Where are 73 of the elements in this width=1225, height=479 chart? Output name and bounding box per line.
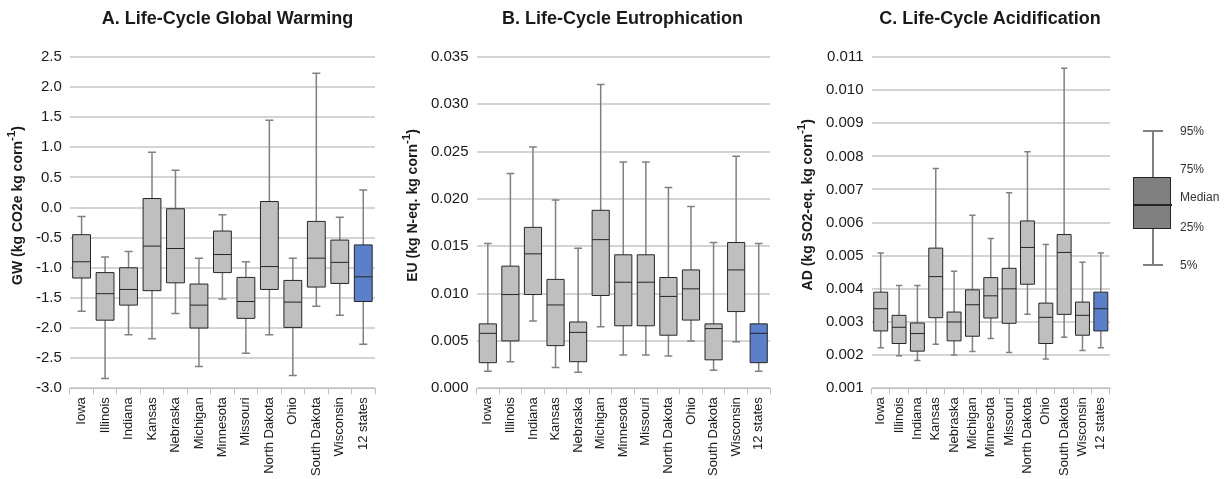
x-tick-label: Kansas (547, 396, 563, 441)
x-tick-label: Ohio (682, 397, 698, 425)
x-tick-label: Ohio (1037, 397, 1053, 425)
y-tick-label: -0.5 (35, 227, 62, 245)
x-tick-label: Nebraska (167, 396, 183, 453)
x-tick-label: Indiana (524, 396, 540, 440)
x-tick-label: 12 states (354, 396, 370, 450)
y-tick-label: 0.009 (825, 113, 864, 131)
x-tick-label: Kansas (143, 396, 159, 441)
x-tick-label: North Dakota (1019, 396, 1035, 474)
y-tick-label: 0.000 (430, 378, 469, 396)
y-tick-label: 2.5 (40, 47, 62, 65)
y-tick-label: 0.025 (430, 141, 469, 159)
y-tick-label: 0.005 (430, 331, 469, 349)
x-tick-label: Illinois (96, 396, 112, 434)
y-tick-label: -2.0 (35, 318, 62, 336)
x-tick-label: Minnesota (614, 396, 630, 458)
x-tick-label: Missouri (1000, 397, 1016, 446)
x-tick-label: 12 states (1092, 396, 1108, 450)
x-tick-label: Indiana (120, 396, 136, 440)
x-tick-label: Indiana (908, 396, 924, 440)
y-tick-label: 0.005 (825, 245, 864, 263)
y-tick-label: 0.001 (825, 378, 864, 396)
y-tick-label: -3.0 (35, 378, 62, 396)
chart-title: C. Life-Cycle Acidification (878, 8, 1102, 29)
y-tick-label: 0.011 (827, 47, 864, 65)
y-tick-label: 1.0 (40, 137, 62, 155)
y-tick-label: -1.5 (35, 288, 62, 306)
y-tick-label: 0.002 (825, 345, 864, 363)
x-tick-label: Iowa (73, 396, 89, 425)
x-tick-label: Wisconsin (1074, 397, 1090, 457)
y-tick-label: 0.004 (825, 279, 864, 296)
chart-title: B. Life-Cycle Eutrophication (501, 8, 744, 29)
x-tick-label: North Dakota (659, 396, 675, 474)
x-tick-label: Minnesota (982, 396, 998, 458)
x-tick-label: Kansas (927, 396, 943, 441)
x-tick-label: Iowa (479, 396, 495, 425)
x-tick-label: 12 states (750, 396, 766, 450)
x-tick-label: Wisconsin (727, 397, 743, 457)
x-tick-label: Michigan (592, 397, 608, 450)
y-tick-label: 0.010 (430, 283, 469, 301)
x-tick-label: Missouri (237, 397, 253, 446)
y-tick-label: -2.5 (35, 348, 62, 366)
y-tick-label: 0.030 (430, 94, 469, 112)
x-tick-label: Minnesota (214, 396, 229, 458)
x-tick-label: South Dakota (705, 396, 721, 477)
y-tick-label: 0.020 (430, 189, 469, 207)
x-tick-label: Iowa (872, 396, 888, 425)
x-tick-label: Nebraska (945, 396, 961, 453)
y-tick-label: 0.035 (430, 47, 469, 65)
y-tick-label: 0.010 (825, 80, 864, 98)
y-tick-label: 2.0 (40, 77, 62, 95)
y-tick-label: 0.0 (40, 197, 62, 215)
x-tick-label: South Dakota (1055, 396, 1071, 477)
y-tick-label: 0.5 (40, 167, 62, 185)
x-tick-label: Illinois (890, 396, 906, 434)
y-tick-label: -1.0 (35, 257, 62, 275)
x-tick-label: North Dakota (260, 396, 276, 474)
x-tick-label: Ohio (284, 397, 300, 425)
x-tick-label: Michigan (964, 397, 979, 450)
x-tick-label: Illinois (501, 396, 517, 434)
x-tick-label: Wisconsin (331, 397, 347, 457)
y-tick-label: 0.007 (825, 179, 864, 197)
x-tick-label: Missouri (637, 397, 653, 446)
chart-title: A. Life-Cycle Global Warming (100, 8, 355, 29)
x-tick-label: Michigan (190, 397, 206, 450)
y-tick-label: 1.5 (40, 107, 62, 125)
y-tick-label: 0.008 (825, 146, 864, 164)
x-tick-label: Nebraska (569, 396, 585, 453)
x-tick-label: South Dakota (307, 396, 323, 477)
y-tick-label: 0.006 (825, 212, 864, 230)
y-tick-label: 0.015 (430, 236, 469, 254)
y-tick-label: 0.003 (825, 312, 864, 330)
